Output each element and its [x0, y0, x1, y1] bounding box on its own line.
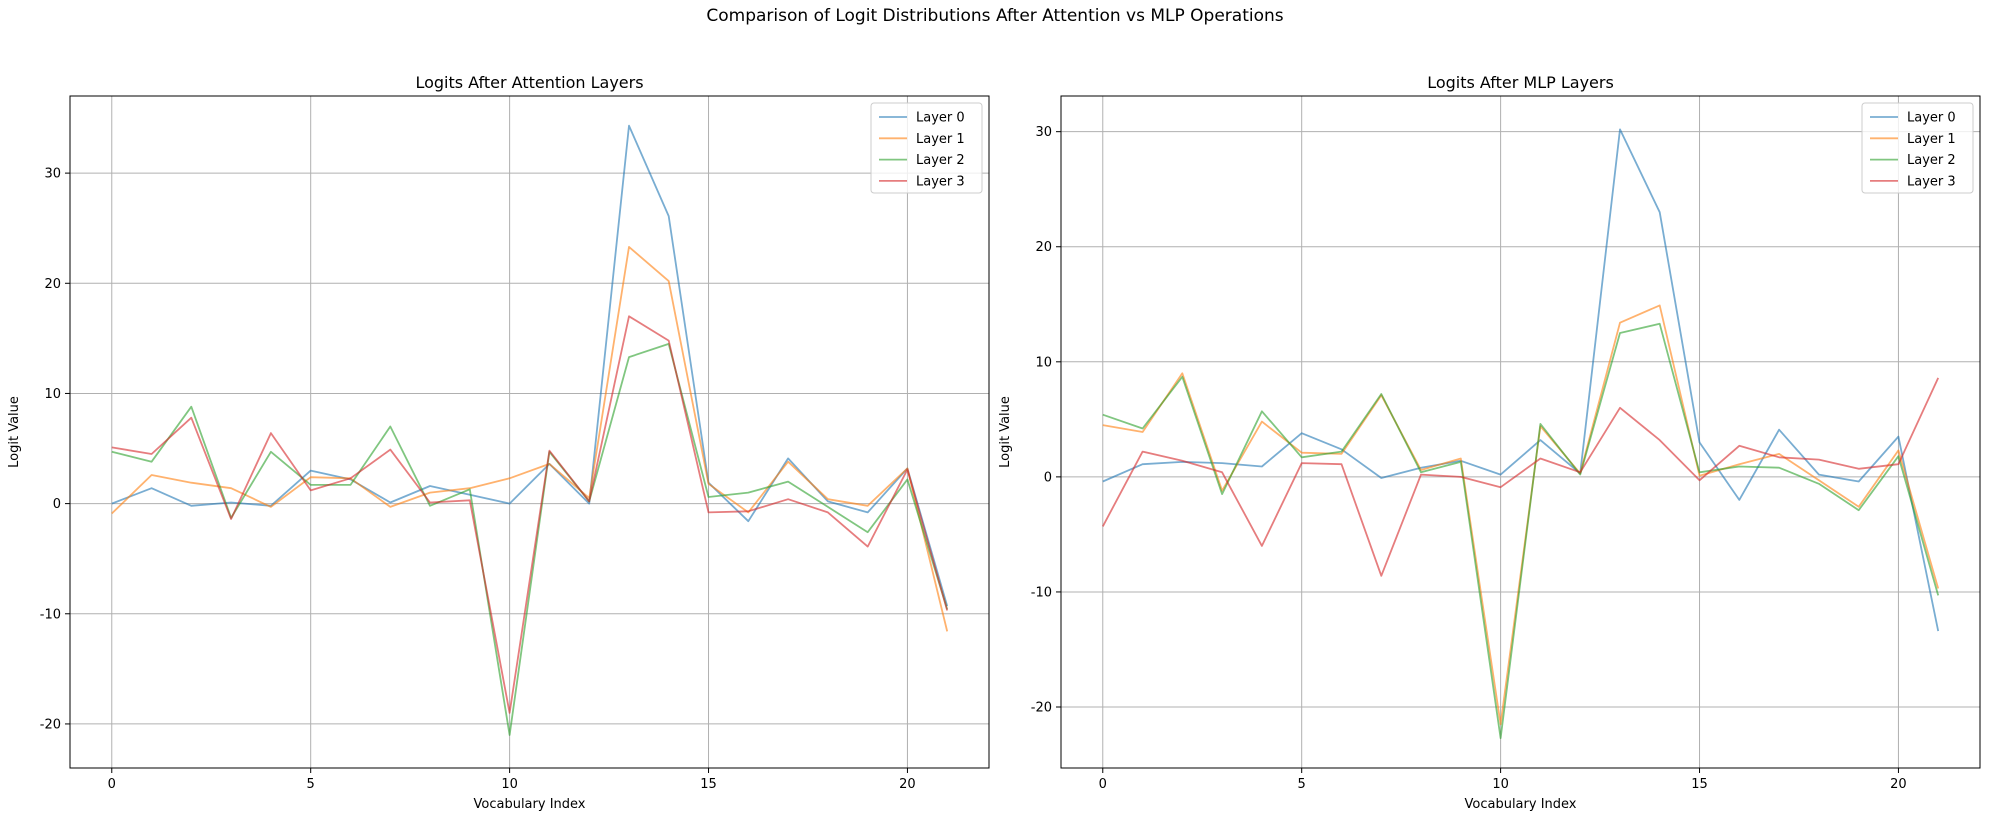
- x-tick-label: 5: [1298, 777, 1306, 792]
- y-tick-label: 30: [44, 167, 61, 182]
- y-tick-label: 10: [44, 387, 61, 402]
- chart-title: Logits After Attention Layers: [415, 73, 643, 92]
- figure-title: Comparison of Logit Distributions After …: [706, 6, 1284, 26]
- legend-label: Layer 1: [1907, 132, 1956, 147]
- y-axis-label: Logit Value: [7, 396, 22, 468]
- legend-label: Layer 3: [1907, 174, 1956, 189]
- legend-label: Layer 0: [1907, 111, 1956, 126]
- y-tick-label: 30: [1035, 125, 1052, 140]
- legend-label: Layer 2: [916, 153, 965, 168]
- y-axis-label: Logit Value: [998, 396, 1013, 468]
- x-tick-label: 20: [1890, 777, 1907, 792]
- attention-chart: 0 5 10 15 20 -20 -10 0 10 20 30 Logits After Attent…: [7, 73, 990, 812]
- series-line-layer-1: [1102, 304, 1940, 726]
- x-tick-label: 0: [108, 777, 116, 792]
- x-tick-label: 0: [1099, 777, 1107, 792]
- legend-box: [1861, 102, 1974, 194]
- legend-label: Layer 3: [916, 174, 965, 189]
- y-tick-label: -20: [40, 717, 61, 732]
- y-tick-label: -10: [1031, 585, 1052, 600]
- x-tick-label: 5: [307, 777, 315, 792]
- series-line-layer-0: [111, 124, 949, 607]
- y-tick-label: 20: [1035, 240, 1052, 255]
- y-tick-label: 0: [53, 497, 61, 512]
- mlp-chart: 0 5 10 15 20 -20 -10 0 10 20 30 Logits After MLP La…: [998, 73, 1981, 812]
- series-line-layer-3: [111, 315, 949, 714]
- legend-label: Layer 1: [916, 132, 965, 147]
- y-tick-label: 10: [1035, 355, 1052, 370]
- legend: Layer 0 Layer 1 Layer 2 Layer 3: [870, 102, 983, 194]
- series-line-layer-2: [111, 342, 949, 736]
- series-line-layer-0: [1102, 128, 1940, 632]
- x-tick-label: 15: [1691, 777, 1708, 792]
- legend-label: Layer 2: [1907, 153, 1956, 168]
- plot-frame: [69, 95, 990, 769]
- series-line-layer-1: [111, 245, 949, 632]
- x-tick-label: 15: [700, 777, 717, 792]
- x-tick-label: 20: [899, 777, 916, 792]
- y-tick-label: 0: [1044, 470, 1052, 485]
- series-line-layer-3: [1102, 377, 1940, 577]
- y-tick-label: 20: [44, 277, 61, 292]
- legend-box: [870, 102, 983, 194]
- x-axis-label: Vocabulary Index: [1465, 797, 1577, 812]
- x-tick-label: 10: [1492, 777, 1509, 792]
- x-tick-label: 10: [501, 777, 518, 792]
- x-axis-label: Vocabulary Index: [474, 797, 586, 812]
- y-tick-label: -20: [1031, 701, 1052, 716]
- series-line-layer-2: [1102, 322, 1940, 739]
- chart-title: Logits After MLP Layers: [1427, 73, 1614, 92]
- plot-frame: [1060, 95, 1981, 769]
- legend-label: Layer 0: [916, 111, 965, 126]
- y-tick-label: -10: [40, 607, 61, 622]
- legend: Layer 0 Layer 1 Layer 2 Layer 3: [1861, 102, 1974, 194]
